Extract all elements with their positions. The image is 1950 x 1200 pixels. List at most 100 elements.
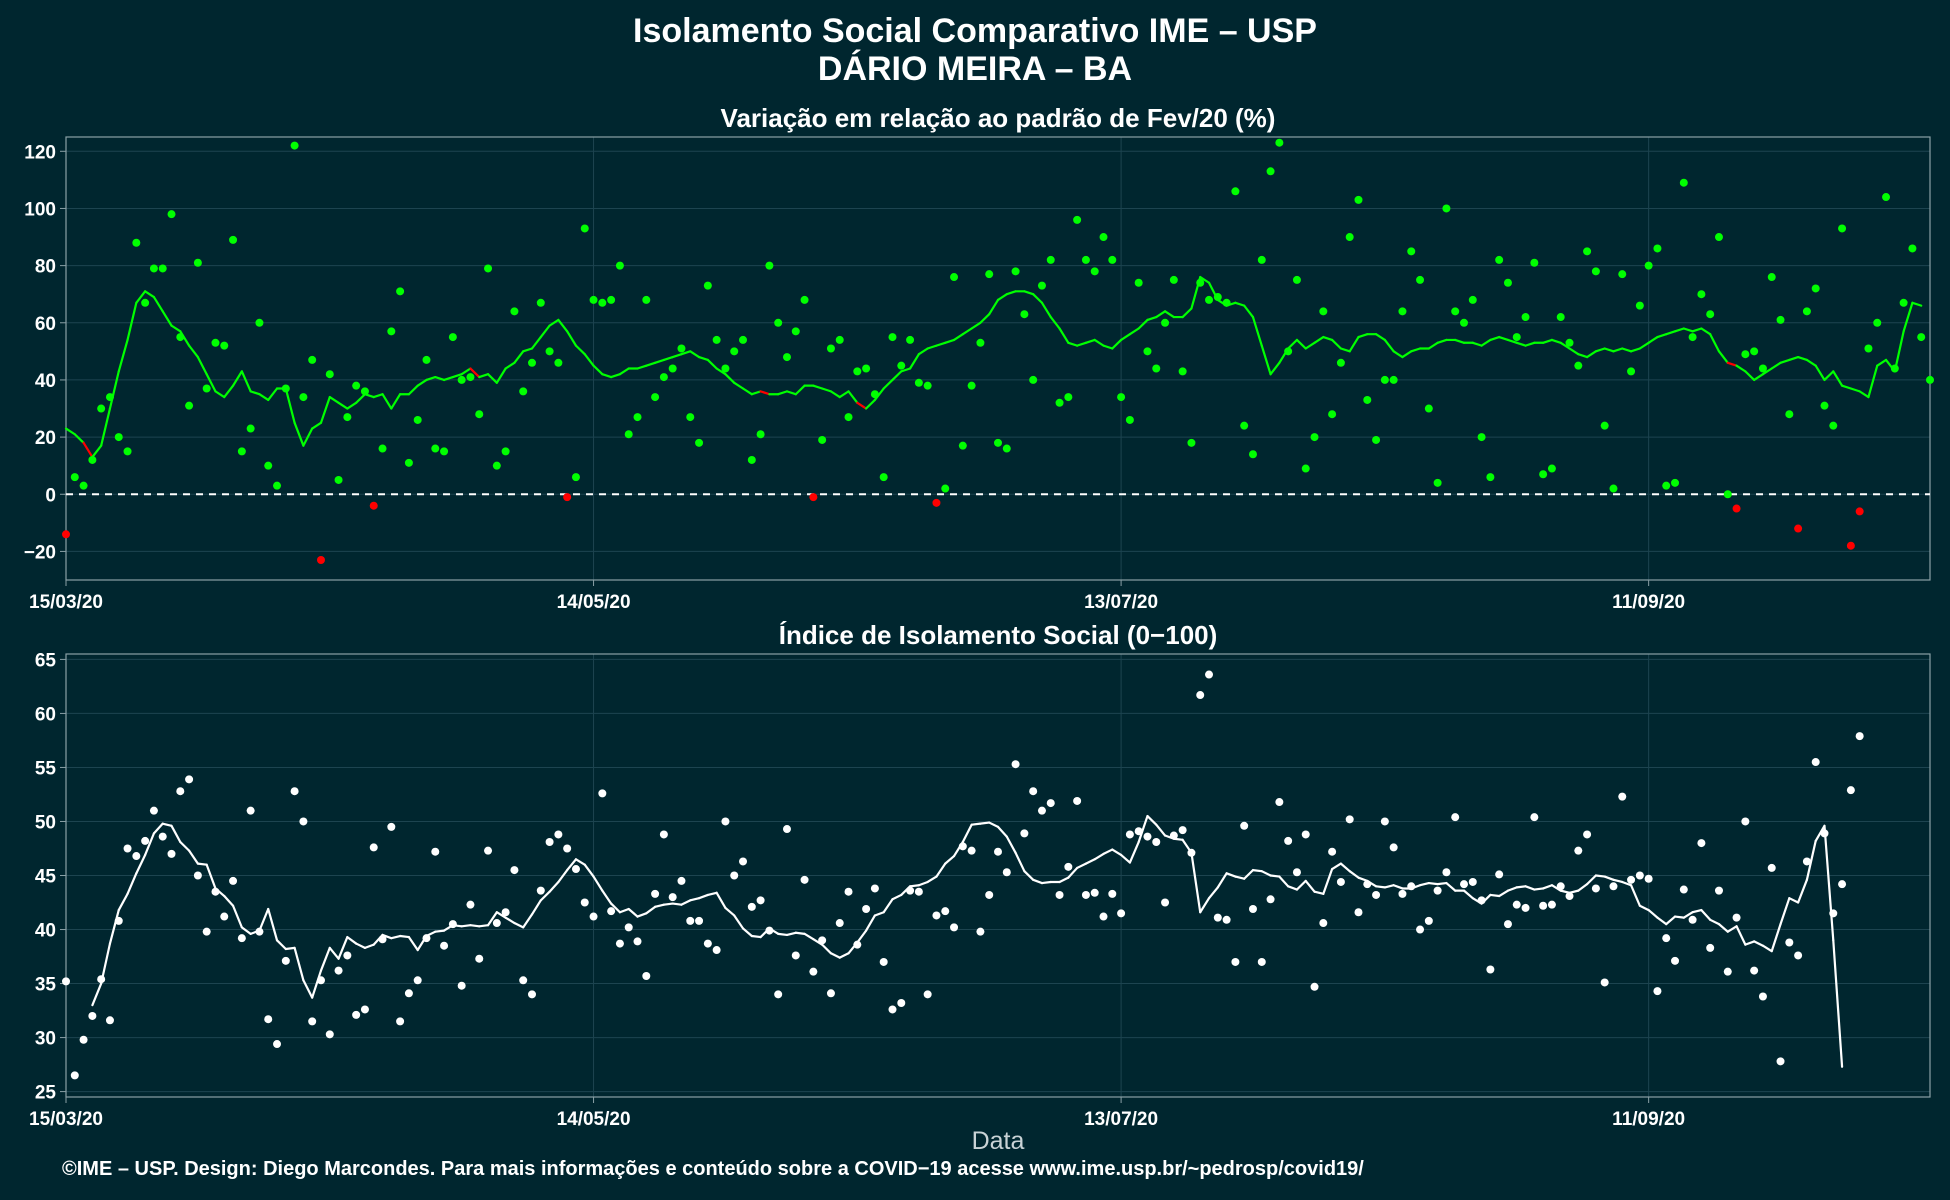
data-point — [1266, 895, 1275, 904]
data-point — [1187, 848, 1196, 857]
moving-average-segment — [865, 398, 877, 410]
moving-average-segment — [144, 290, 156, 299]
moving-average-segment — [759, 390, 771, 396]
data-point — [413, 415, 422, 424]
moving-average-segment — [1199, 275, 1211, 284]
moving-average-segment — [1585, 874, 1597, 886]
moving-average-segment — [856, 929, 868, 944]
moving-average-segment — [785, 931, 797, 937]
moving-average-segment — [1269, 361, 1281, 376]
moving-average-segment — [777, 932, 789, 937]
moving-average-segment — [372, 393, 384, 399]
moving-average-segment — [1489, 893, 1501, 898]
data-point — [1565, 892, 1574, 901]
moving-average-segment — [513, 350, 525, 364]
moving-average-segment — [407, 384, 419, 396]
moving-average-segment — [636, 912, 648, 918]
data-point — [1706, 310, 1715, 319]
moving-average-segment — [574, 344, 586, 356]
data-point — [932, 911, 941, 920]
moving-average-segment — [161, 822, 173, 827]
moving-average-segment — [205, 863, 217, 890]
data-point — [967, 846, 976, 855]
data-point — [1301, 464, 1310, 473]
moving-average-segment — [486, 373, 498, 384]
data-point — [97, 404, 106, 413]
data-point — [1442, 204, 1451, 213]
data-point — [440, 941, 449, 950]
moving-average-segment — [1709, 918, 1721, 926]
moving-average-segment — [1621, 880, 1633, 887]
data-point — [1820, 401, 1829, 410]
moving-average-segment — [873, 911, 885, 917]
x-tick-label: 11/09/20 — [1612, 1109, 1685, 1130]
moving-average-segment — [944, 338, 956, 344]
data-point — [62, 530, 70, 539]
data-point — [703, 281, 712, 290]
data-point — [1600, 421, 1609, 430]
moving-average-segment — [407, 935, 419, 952]
moving-average-segment — [1374, 333, 1386, 342]
data-point — [1794, 524, 1803, 533]
moving-average-segment — [91, 444, 103, 459]
moving-average-segment — [653, 358, 665, 364]
data-point — [185, 401, 194, 410]
data-point — [1495, 870, 1504, 879]
moving-average-segment — [838, 390, 850, 399]
moving-average-segment — [1251, 315, 1263, 347]
moving-average-segment — [399, 934, 411, 939]
moving-average-segment — [1673, 327, 1685, 333]
moving-average-segment — [337, 935, 349, 960]
data-point — [1477, 433, 1486, 442]
data-point — [1240, 821, 1249, 830]
moving-average-segment — [1533, 887, 1545, 891]
moving-average-segment — [961, 327, 973, 336]
data-point — [1609, 484, 1618, 493]
moving-average-segment — [979, 313, 991, 324]
plot-frame — [65, 136, 1931, 581]
data-point — [1398, 307, 1407, 316]
moving-average-segment — [539, 890, 551, 902]
moving-average-segment — [1515, 885, 1527, 889]
data-point — [1732, 913, 1741, 922]
data-point — [413, 976, 422, 985]
moving-average-segment — [390, 934, 402, 940]
data-point — [1653, 987, 1662, 996]
data-point — [589, 295, 598, 304]
data-point — [299, 393, 308, 402]
moving-average-segment — [1726, 361, 1738, 367]
moving-average-segment — [829, 390, 841, 399]
moving-average-segment — [671, 353, 683, 359]
data-point — [1627, 875, 1636, 884]
data-point — [1328, 410, 1337, 419]
data-point — [123, 844, 132, 853]
data-point — [782, 353, 791, 362]
data-point — [1081, 255, 1090, 264]
data-point — [510, 866, 519, 875]
data-point — [149, 264, 158, 273]
data-point — [1073, 796, 1082, 805]
moving-average-segment — [548, 318, 560, 327]
moving-average-segment — [363, 943, 375, 949]
data-point — [774, 990, 783, 999]
moving-average-segment — [1647, 908, 1659, 919]
data-point — [1345, 233, 1354, 242]
moving-average-segment — [1647, 335, 1659, 344]
data-point — [1838, 880, 1847, 889]
moving-average-segment — [1392, 884, 1404, 890]
moving-average-segment — [1357, 876, 1369, 883]
y-tick-label: 60 — [35, 314, 56, 335]
x-tick-label: 15/03/20 — [29, 1109, 103, 1130]
data-point — [1574, 846, 1583, 855]
data-point — [123, 447, 132, 456]
moving-average-segment — [126, 301, 138, 342]
moving-average-segment — [1761, 367, 1773, 376]
data-point — [659, 830, 668, 839]
data-point — [185, 775, 194, 784]
data-point — [1029, 787, 1038, 796]
moving-average-segment — [891, 370, 903, 382]
data-point — [308, 1017, 317, 1026]
data-point — [422, 934, 431, 943]
moving-average-segment — [1216, 872, 1228, 889]
moving-average-segment — [319, 946, 331, 972]
